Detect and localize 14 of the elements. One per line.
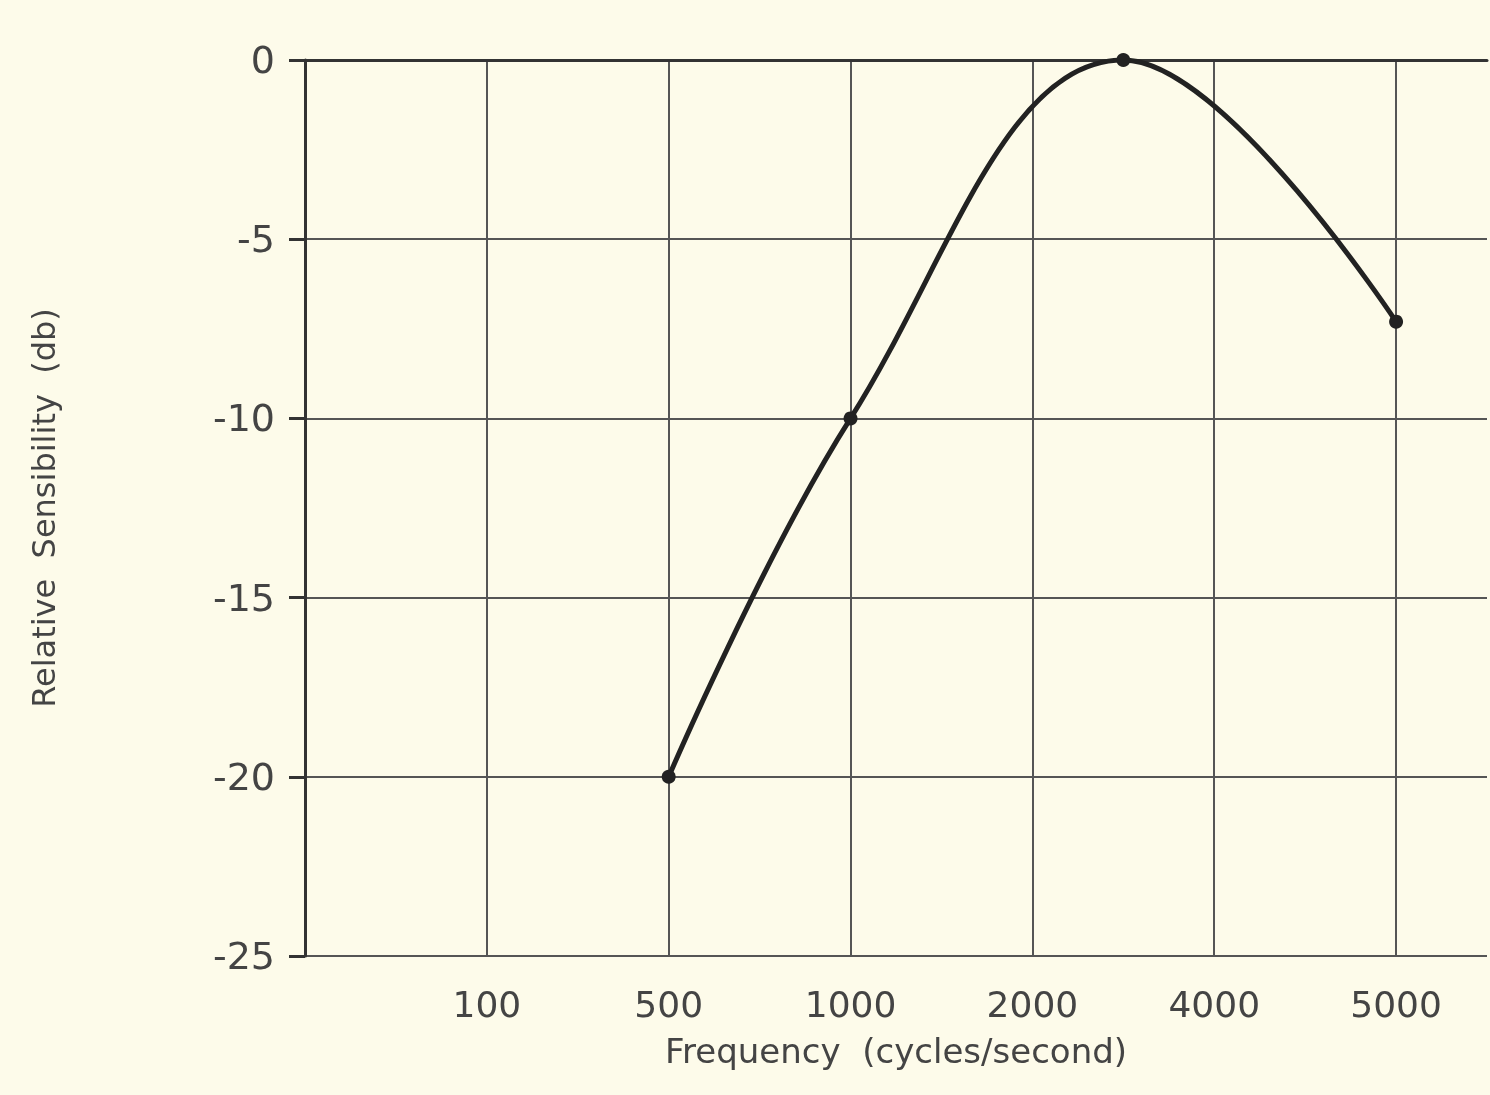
- y-tick-label: -20: [212, 754, 275, 799]
- y-tick-label: -5: [237, 217, 275, 262]
- x-tick-label: 100: [452, 983, 522, 1025]
- x-tick-label: 2000: [986, 983, 1079, 1025]
- y-tick-label: -15: [212, 575, 275, 620]
- y-tick-label: 0: [250, 38, 275, 82]
- y-axis-title: Relative Sensibility (db): [25, 308, 63, 708]
- y-tick-label: -10: [212, 396, 275, 441]
- y-tick-label: -25: [212, 934, 275, 978]
- x-axis-title: Frequency (cycles/second): [664, 1031, 1128, 1071]
- x-tick-label: 1000: [804, 983, 897, 1025]
- x-tick-label: 500: [634, 983, 704, 1025]
- x-tick-label: 4000: [1168, 983, 1261, 1025]
- x-tick-label: 5000: [1350, 983, 1442, 1025]
